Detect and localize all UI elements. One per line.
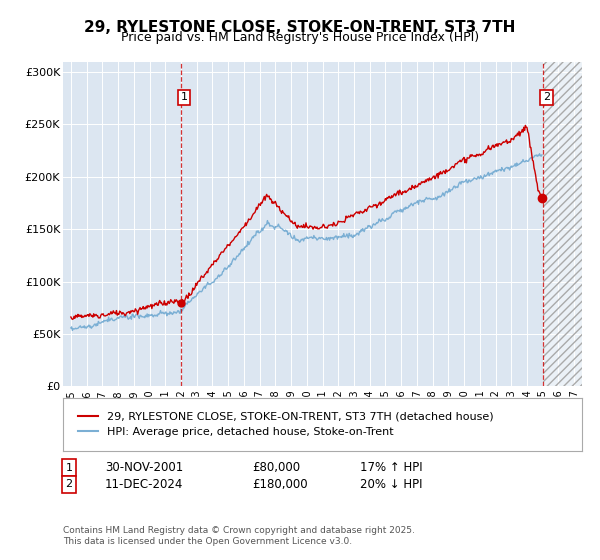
Text: 20% ↓ HPI: 20% ↓ HPI (360, 478, 422, 491)
Text: Price paid vs. HM Land Registry's House Price Index (HPI): Price paid vs. HM Land Registry's House … (121, 31, 479, 44)
Text: 11-DEC-2024: 11-DEC-2024 (105, 478, 184, 491)
Bar (542, 62, 582, 386)
Text: £180,000: £180,000 (252, 478, 308, 491)
Text: 1: 1 (65, 463, 73, 473)
Text: 29, RYLESTONE CLOSE, STOKE-ON-TRENT, ST3 7TH: 29, RYLESTONE CLOSE, STOKE-ON-TRENT, ST3… (85, 20, 515, 35)
Text: 2: 2 (65, 479, 73, 489)
Text: Contains HM Land Registry data © Crown copyright and database right 2025.
This d: Contains HM Land Registry data © Crown c… (63, 526, 415, 546)
Text: 2: 2 (543, 92, 550, 102)
Bar (542, 62, 582, 386)
Text: 1: 1 (181, 92, 188, 102)
Text: £80,000: £80,000 (252, 461, 300, 474)
Text: 30-NOV-2001: 30-NOV-2001 (105, 461, 183, 474)
Text: 17% ↑ HPI: 17% ↑ HPI (360, 461, 422, 474)
Legend: 29, RYLESTONE CLOSE, STOKE-ON-TRENT, ST3 7TH (detached house), HPI: Average pric: 29, RYLESTONE CLOSE, STOKE-ON-TRENT, ST3… (74, 407, 498, 441)
